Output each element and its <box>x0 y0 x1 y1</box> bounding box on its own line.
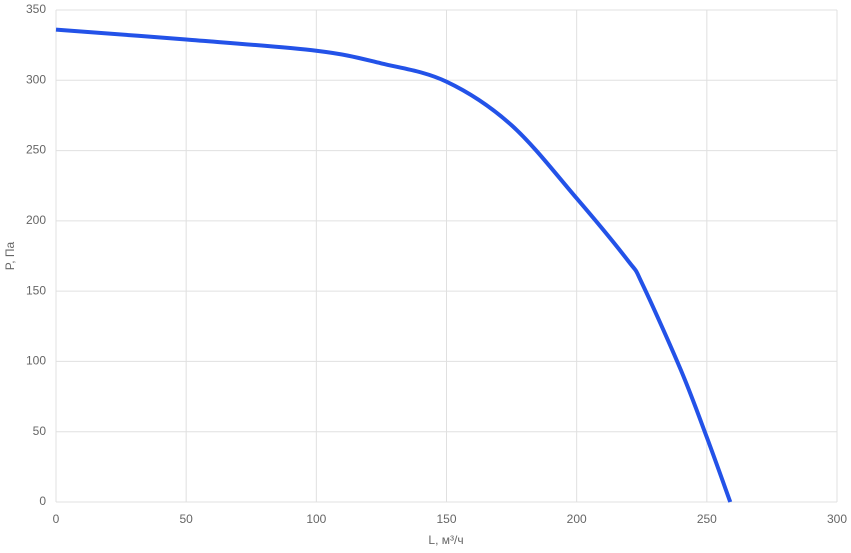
line <box>55 27 733 503</box>
y-tick-label: 200 <box>26 213 46 227</box>
y-tick-label: 350 <box>26 2 46 16</box>
y-tick-label: 250 <box>26 143 46 157</box>
x-tick-label: 50 <box>179 512 193 526</box>
y-tick-label: 0 <box>39 494 46 508</box>
y-axis-label: P, Па <box>3 241 17 270</box>
y-tick-label: 150 <box>26 283 46 297</box>
y-tick-label: 50 <box>33 424 47 438</box>
x-tick-label: 300 <box>827 512 847 526</box>
x-tick-label: 150 <box>436 512 456 526</box>
x-tick-label: 0 <box>53 512 60 526</box>
x-tick-label: 200 <box>567 512 587 526</box>
x-tick-label: 250 <box>697 512 717 526</box>
y-tick-label: 300 <box>26 72 46 86</box>
x-tick-label: 100 <box>306 512 326 526</box>
y-tick-label: 100 <box>26 354 46 368</box>
x-axis-label: L, м³/ч <box>428 533 463 547</box>
